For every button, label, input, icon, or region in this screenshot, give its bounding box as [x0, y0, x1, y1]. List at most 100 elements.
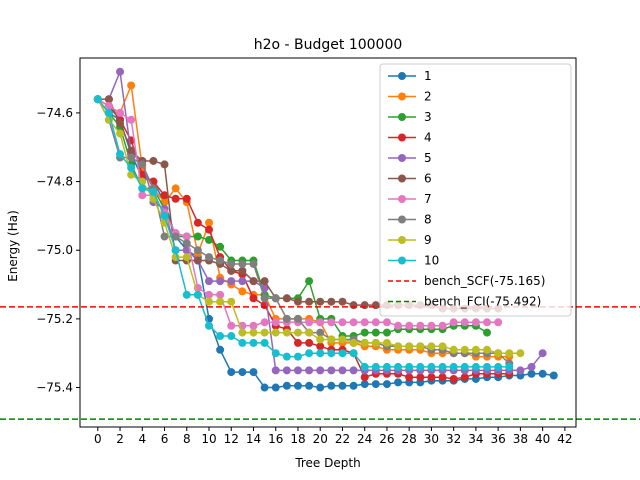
- data-point: [249, 328, 258, 337]
- data-point: [127, 146, 136, 155]
- x-tick-label: 22: [335, 432, 350, 446]
- legend-label: 4: [424, 131, 432, 145]
- data-point: [282, 381, 291, 390]
- data-point: [416, 362, 425, 371]
- data-point: [371, 362, 380, 371]
- data-point: [193, 290, 202, 299]
- data-point: [360, 328, 369, 337]
- data-point: [216, 277, 225, 286]
- data-point: [293, 366, 302, 375]
- data-point: [338, 297, 347, 306]
- data-point: [338, 335, 347, 344]
- data-point: [104, 108, 113, 117]
- legend-entry: 5: [388, 151, 432, 165]
- plot-area: 0 2 4 6 8 10 12 14 16 18 20 22 24 26 28 30 32 34 36 38 40 42−…: [0, 57, 640, 446]
- data-point: [260, 338, 269, 347]
- data-point: [305, 366, 314, 375]
- data-point: [483, 318, 492, 327]
- y-tick-label: −75.2: [36, 312, 73, 326]
- data-point: [371, 328, 380, 337]
- data-point: [360, 301, 369, 310]
- data-point: [238, 338, 247, 347]
- data-point: [171, 194, 180, 203]
- legend-label: bench_SCF(-75.165): [424, 274, 545, 288]
- legend-entry: 4: [388, 131, 432, 145]
- legend-label: 5: [424, 151, 432, 165]
- data-point: [116, 119, 125, 128]
- x-tick-label: 36: [491, 432, 506, 446]
- legend-label: 7: [424, 192, 432, 206]
- data-point: [216, 345, 225, 354]
- data-point: [394, 342, 403, 351]
- x-tick-label: 34: [468, 432, 483, 446]
- data-point: [271, 294, 280, 303]
- data-point: [316, 383, 325, 392]
- x-axis-label: Tree Depth: [294, 456, 360, 470]
- data-point: [449, 318, 458, 327]
- data-point: [394, 378, 403, 387]
- data-point: [305, 381, 314, 390]
- data-point: [216, 242, 225, 251]
- data-point: [238, 287, 247, 296]
- data-point: [316, 335, 325, 344]
- legend-entry: 1: [388, 69, 432, 83]
- x-tick-label: 28: [402, 432, 417, 446]
- data-point: [271, 366, 280, 375]
- legend-marker: [398, 72, 406, 80]
- data-point: [460, 318, 469, 327]
- x-tick-label: 32: [446, 432, 461, 446]
- series-7: [93, 95, 503, 330]
- data-point: [427, 362, 436, 371]
- data-point: [305, 277, 314, 286]
- legend-entry: 7: [388, 192, 432, 206]
- data-point: [371, 318, 380, 327]
- data-point: [416, 342, 425, 351]
- data-point: [405, 373, 414, 382]
- data-point: [116, 150, 125, 159]
- x-tick-label: 26: [379, 432, 394, 446]
- data-point: [338, 381, 347, 390]
- legend-marker: [398, 215, 406, 224]
- data-point: [227, 368, 236, 377]
- data-point: [238, 266, 247, 275]
- data-point: [382, 380, 391, 389]
- x-tick-label: 38: [513, 432, 528, 446]
- data-point: [238, 277, 247, 286]
- data-point: [271, 383, 280, 392]
- data-point: [516, 366, 525, 375]
- data-point: [193, 246, 202, 255]
- data-point: [349, 366, 358, 375]
- data-point: [182, 290, 191, 299]
- data-point: [316, 349, 325, 358]
- data-point: [538, 369, 547, 378]
- data-point: [360, 362, 369, 371]
- data-point: [227, 297, 236, 306]
- x-tick-label: 4: [138, 432, 146, 446]
- legend-label: 3: [424, 110, 432, 124]
- x-tick-label: 18: [290, 432, 305, 446]
- data-point: [205, 253, 214, 262]
- data-point: [438, 373, 447, 382]
- data-point: [293, 328, 302, 337]
- data-point: [305, 328, 314, 337]
- data-point: [494, 349, 503, 358]
- y-tick-label: −74.6: [36, 106, 73, 120]
- data-point: [494, 362, 503, 371]
- data-point: [527, 369, 536, 378]
- data-point: [316, 318, 325, 327]
- data-point: [271, 328, 280, 337]
- data-point: [327, 381, 336, 390]
- data-point: [160, 211, 169, 220]
- y-tick-label: −75.4: [36, 381, 73, 395]
- legend-entry: 10: [388, 254, 439, 268]
- legend-marker: [398, 92, 406, 101]
- data-point: [216, 297, 225, 306]
- data-point: [282, 294, 291, 303]
- data-point: [471, 345, 480, 354]
- data-point: [305, 297, 314, 306]
- x-tick-label: 20: [313, 432, 328, 446]
- data-point: [338, 318, 347, 327]
- data-point: [449, 362, 458, 371]
- data-point: [205, 321, 214, 330]
- data-point: [316, 342, 325, 351]
